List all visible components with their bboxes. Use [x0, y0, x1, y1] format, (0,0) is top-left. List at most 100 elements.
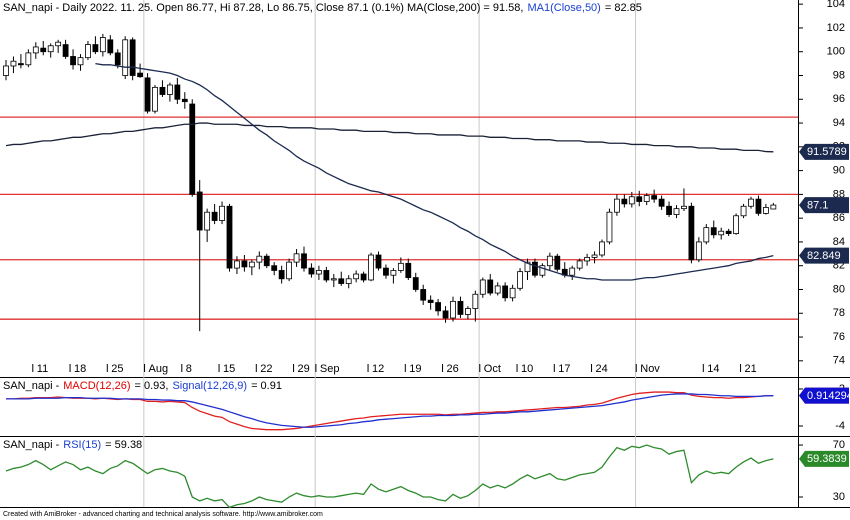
legend-value: = 0.91	[251, 380, 282, 392]
y-tick-label: 94	[833, 117, 845, 129]
value-box	[799, 387, 849, 404]
candle-body	[70, 56, 76, 66]
candle-body	[405, 262, 412, 278]
candle-body	[62, 44, 69, 57]
y-tick-label: 100	[827, 46, 845, 58]
candle-body	[688, 205, 695, 261]
candle-body	[412, 277, 419, 290]
candle-body	[420, 289, 427, 301]
title-text: SAN_napi -	[3, 439, 60, 451]
candle-body	[99, 37, 106, 53]
candle-body	[278, 270, 285, 280]
candle-body	[308, 267, 315, 275]
title-text: SAN_napi - Daily 2022. 11. 25. Open 86.7…	[3, 2, 523, 14]
x-tick-label: 11	[37, 363, 48, 375]
candle-body	[55, 41, 62, 47]
candle-body	[651, 195, 658, 200]
candle-body	[427, 299, 434, 303]
candle-body	[137, 72, 144, 78]
x-tick-label: Oct	[484, 363, 501, 375]
candle-body	[360, 273, 367, 281]
candle-body	[383, 267, 389, 276]
candle-body	[174, 84, 181, 100]
y-tick-label: -4	[835, 420, 845, 432]
series-line	[5, 444, 774, 509]
legend-value: = 59.38	[105, 439, 142, 451]
candle-body	[621, 198, 628, 205]
candle-body	[181, 98, 188, 103]
candle-body	[32, 46, 39, 54]
value-box-label: 0.914294	[807, 390, 850, 402]
candle-body	[636, 196, 643, 202]
y-tick-label: 86	[833, 212, 845, 224]
x-tick-label: 22	[260, 363, 272, 375]
candle-body	[658, 198, 665, 207]
candle-body	[740, 205, 747, 217]
candle-body	[152, 86, 158, 112]
candle-body	[718, 230, 725, 236]
candle-body	[569, 267, 576, 276]
candle-body	[211, 211, 218, 221]
value-box-label: 91.5789	[807, 146, 847, 158]
candle-body	[502, 285, 509, 299]
pane-title: SAN_napi - RSI(15) = 59.38	[3, 439, 142, 451]
legend-entry: Signal(12,26,9)	[172, 380, 247, 392]
y-tick-label: 74	[833, 355, 845, 367]
value-box-label: 59.3839	[807, 453, 847, 465]
x-tick-label: Nov	[640, 363, 660, 375]
candle-body	[338, 278, 345, 284]
candle-body	[487, 279, 494, 294]
x-tick-label: 18	[74, 363, 86, 375]
x-tick-label: 26	[447, 363, 459, 375]
candle-body	[166, 84, 173, 95]
candle-body	[271, 265, 278, 271]
x-tick-label: 25	[111, 363, 123, 375]
candle-body	[606, 211, 613, 243]
candle-body	[189, 103, 196, 195]
candle-body	[770, 204, 777, 210]
candle-body	[464, 308, 471, 315]
y-tick-label: 96	[833, 93, 845, 105]
candle-body	[710, 227, 717, 236]
candle-body	[628, 196, 635, 205]
candle-body	[643, 195, 650, 202]
candle-body	[673, 208, 680, 215]
x-tick-label: Aug	[149, 363, 169, 375]
x-tick-label: 29	[298, 363, 310, 375]
candle-body	[390, 270, 397, 276]
candle-body	[546, 255, 553, 267]
x-tick-label: 14	[707, 363, 719, 375]
y-tick-label: 102	[827, 22, 845, 34]
legend-entry: RSI(15)	[63, 439, 101, 451]
candle-body	[397, 262, 404, 271]
candle-body	[345, 278, 352, 284]
candle-body	[539, 265, 546, 276]
candle-body	[25, 52, 32, 66]
candle-body	[196, 191, 203, 231]
candle-body	[532, 261, 538, 276]
value-box	[799, 143, 849, 160]
candle-body	[763, 207, 769, 214]
candle-body	[368, 254, 374, 281]
y-tick-label: 76	[833, 331, 845, 343]
candle-body	[599, 241, 605, 256]
value-box	[799, 197, 849, 214]
title-text: SAN_napi -	[3, 380, 60, 392]
candle-body	[301, 253, 307, 269]
candle-body	[435, 302, 442, 312]
candle-body	[204, 211, 211, 231]
candle-body	[681, 205, 687, 210]
candle-body	[47, 45, 54, 53]
series-line	[95, 62, 774, 281]
candle-body	[353, 273, 360, 280]
candle-body	[457, 300, 464, 315]
candle-body	[77, 57, 84, 66]
candle-body	[114, 52, 121, 66]
candle-body	[85, 44, 91, 59]
candle-body	[122, 39, 129, 76]
candle-body	[129, 39, 136, 76]
y-tick-label: 98	[833, 69, 845, 81]
candle-body	[576, 260, 583, 269]
